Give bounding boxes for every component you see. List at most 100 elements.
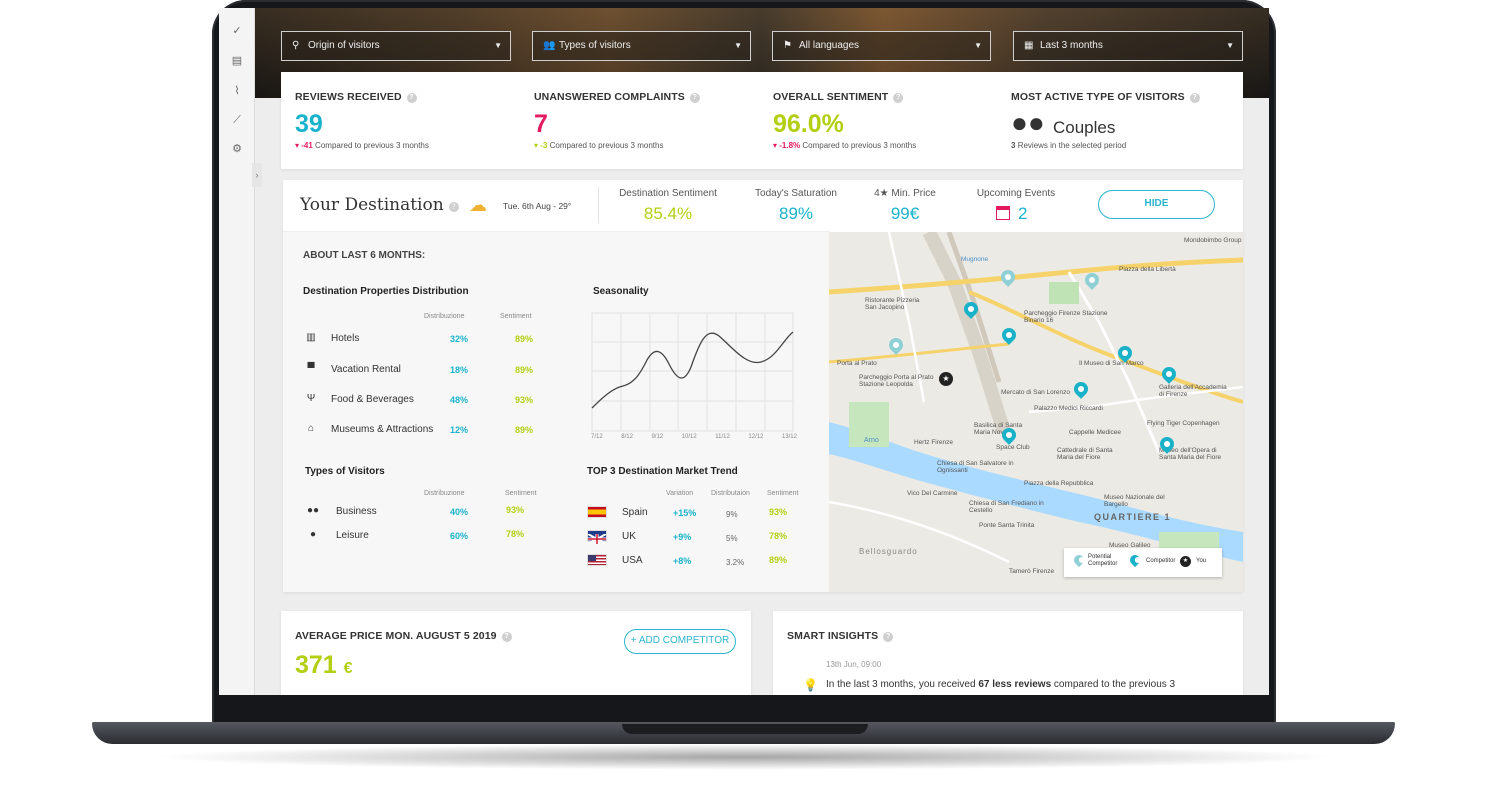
legend-label: Competitor bbox=[1146, 558, 1176, 564]
market-label: UK bbox=[622, 531, 636, 542]
document-icon[interactable]: ▤ bbox=[231, 55, 243, 67]
gear-icon[interactable]: ⚙ bbox=[232, 143, 242, 155]
reviews-received-value: 39 bbox=[295, 110, 323, 138]
map-label: Tamerò Firenze bbox=[1009, 568, 1055, 575]
kpi-sub: ▾ -3 Compared to previous 3 months bbox=[534, 141, 664, 150]
help-icon[interactable]: ? bbox=[883, 632, 894, 642]
laptop-shadow bbox=[150, 744, 1340, 770]
visitor-dist: 40% bbox=[450, 507, 469, 517]
stat-label: 4★ Min. Price bbox=[874, 188, 936, 199]
screen: ✓ ▤ ⌇ ⟋ ⚙ › ⚲ Origin of visitors ▼ 👥 Types … bbox=[219, 8, 1269, 695]
kpi-sub: ▾ -41 Compared to previous 3 months bbox=[295, 141, 429, 150]
stats-panel bbox=[283, 232, 829, 592]
caret-down-icon: ▼ bbox=[1226, 41, 1234, 50]
map-label: Mercato di San Lorenzo bbox=[1001, 389, 1071, 396]
competitor-pin-icon bbox=[1127, 552, 1143, 568]
map-label: Parcheggio Firenze Stazione Binario 16 bbox=[1024, 310, 1108, 324]
col-header: Sentiment bbox=[767, 490, 799, 497]
seasonality-chart bbox=[591, 312, 794, 432]
help-icon[interactable]: ? bbox=[406, 93, 417, 103]
overall-sentiment-value: 96.0% bbox=[773, 110, 844, 138]
property-sent: 89% bbox=[515, 334, 534, 344]
market-sent: 78% bbox=[769, 531, 788, 541]
stat-label: Upcoming Events bbox=[976, 188, 1056, 199]
tick-label: 8/12 bbox=[621, 434, 633, 440]
divider bbox=[283, 231, 829, 232]
destination-title: Your Destination? bbox=[300, 195, 459, 215]
types-filter-label: Types of visitors bbox=[559, 40, 631, 51]
properties-title: Destination Properties Distribution bbox=[303, 286, 469, 297]
help-icon[interactable]: ? bbox=[448, 202, 459, 212]
languages-filter[interactable]: ⚑ All languages ▼ bbox=[772, 31, 991, 61]
tick-label: 12/12 bbox=[748, 434, 764, 440]
market-dist: 3.2% bbox=[726, 558, 745, 567]
map-label: Chiesa di San Salvatore in Ognissanti bbox=[937, 460, 1014, 474]
kpi-title: MOST ACTIVE TYPE OF VISITORS? bbox=[1011, 91, 1200, 103]
property-sent: 89% bbox=[515, 425, 534, 435]
kpi-card: REVIEWS RECEIVED? 39 ▾ -41 Compared to p… bbox=[281, 72, 1243, 169]
weather-text: Tue. 6th Aug - 29° bbox=[503, 201, 572, 211]
destination-map[interactable]: Mondobimbo Group Piazza della Libertà Ri… bbox=[829, 232, 1243, 592]
map-label: Chiesa di San Frediano in Cestello bbox=[969, 500, 1044, 514]
visitor-label: Leisure bbox=[336, 530, 369, 541]
map-label: Bellosguardo bbox=[859, 547, 918, 556]
market-label: USA bbox=[622, 555, 643, 566]
stat-label: Today's Saturation bbox=[755, 188, 837, 199]
property-dist: 12% bbox=[450, 425, 469, 435]
paperclip-icon[interactable]: ⌇ bbox=[234, 85, 240, 97]
map-label: Cattedrale di Santa Maria del Fiore bbox=[1057, 447, 1113, 461]
average-price-value: 371 € bbox=[295, 651, 353, 679]
map-roads bbox=[829, 232, 1243, 572]
unanswered-complaints-value: 7 bbox=[534, 110, 548, 138]
period-filter[interactable]: ▦ Last 3 months ▼ bbox=[1013, 31, 1243, 61]
caret-down-icon: ▼ bbox=[734, 41, 742, 50]
map-label: Basilica di Santa Maria Novella bbox=[974, 422, 1023, 436]
user-icon: ● bbox=[309, 529, 317, 540]
fork-knife-icon: Ψ bbox=[306, 393, 316, 404]
property-sent: 93% bbox=[515, 395, 534, 405]
usa-flag-icon bbox=[587, 554, 607, 566]
dashboard-icon[interactable]: ✓ bbox=[232, 25, 242, 37]
saturation-value: 89% bbox=[778, 204, 814, 223]
kpi-title: UNANSWERED COMPLAINTS? bbox=[534, 91, 700, 103]
map-label: Flying Tiger Copenhagen bbox=[1147, 420, 1220, 427]
couple-icon: ●● bbox=[1011, 107, 1045, 138]
property-sent: 89% bbox=[515, 365, 534, 375]
seasonality-ticks: 7/12 8/12 9/12 10/12 11/12 12/12 13/12 bbox=[591, 434, 797, 440]
map-legend: Potential Competitor Competitor ★ You bbox=[1064, 548, 1222, 577]
map-label: Il Museo di San Marco bbox=[1079, 360, 1144, 367]
col-header: Distribuzione bbox=[424, 313, 465, 320]
location-pin-icon: ⚲ bbox=[292, 40, 300, 51]
average-price-title: AVERAGE PRICE MON. AUGUST 5 2019? bbox=[295, 630, 512, 642]
uk-flag-cross bbox=[587, 533, 607, 545]
map-label: Cappelle Medicee bbox=[1069, 429, 1122, 436]
origin-filter[interactable]: ⚲ Origin of visitors ▼ bbox=[281, 31, 511, 61]
map-label: Hertz Firenze bbox=[914, 439, 954, 446]
add-competitor-button[interactable]: + ADD COMPETITOR bbox=[624, 629, 736, 654]
you-star-icon[interactable]: ★ bbox=[939, 372, 953, 386]
map-label: Museo Nazionale del Bargello bbox=[1104, 494, 1165, 508]
you-star-icon: ★ bbox=[1180, 556, 1191, 567]
upcoming-events-value: 2 bbox=[1018, 204, 1028, 223]
col-header: Distributaion bbox=[711, 490, 750, 497]
property-label: Museums & Attractions bbox=[331, 424, 434, 435]
building-icon: ▥ bbox=[306, 332, 316, 343]
chevron-right-icon[interactable]: › bbox=[252, 163, 262, 187]
seasonality-line bbox=[591, 331, 794, 409]
market-label: Spain bbox=[622, 507, 648, 518]
tick-label: 9/12 bbox=[651, 434, 664, 440]
visitor-label: Business bbox=[336, 506, 377, 517]
wand-icon[interactable]: ⟋ bbox=[233, 114, 241, 126]
map-label: Museo dell'Opera di Santa Maria del Fior… bbox=[1159, 447, 1222, 461]
tick-label: 13/12 bbox=[781, 434, 797, 440]
tick-label: 10/12 bbox=[681, 434, 697, 440]
types-filter[interactable]: 👥 Types of visitors ▼ bbox=[532, 31, 751, 61]
average-price-card: AVERAGE PRICE MON. AUGUST 5 2019? 371 € … bbox=[281, 611, 751, 695]
map-label: Mondobimbo Group bbox=[1184, 237, 1242, 244]
help-icon[interactable]: ? bbox=[1189, 93, 1200, 103]
help-icon[interactable]: ? bbox=[501, 632, 512, 642]
hide-button[interactable]: HIDE bbox=[1098, 190, 1215, 219]
help-icon[interactable]: ? bbox=[689, 93, 700, 103]
market-variation: +15% bbox=[673, 508, 697, 518]
help-icon[interactable]: ? bbox=[893, 93, 904, 103]
